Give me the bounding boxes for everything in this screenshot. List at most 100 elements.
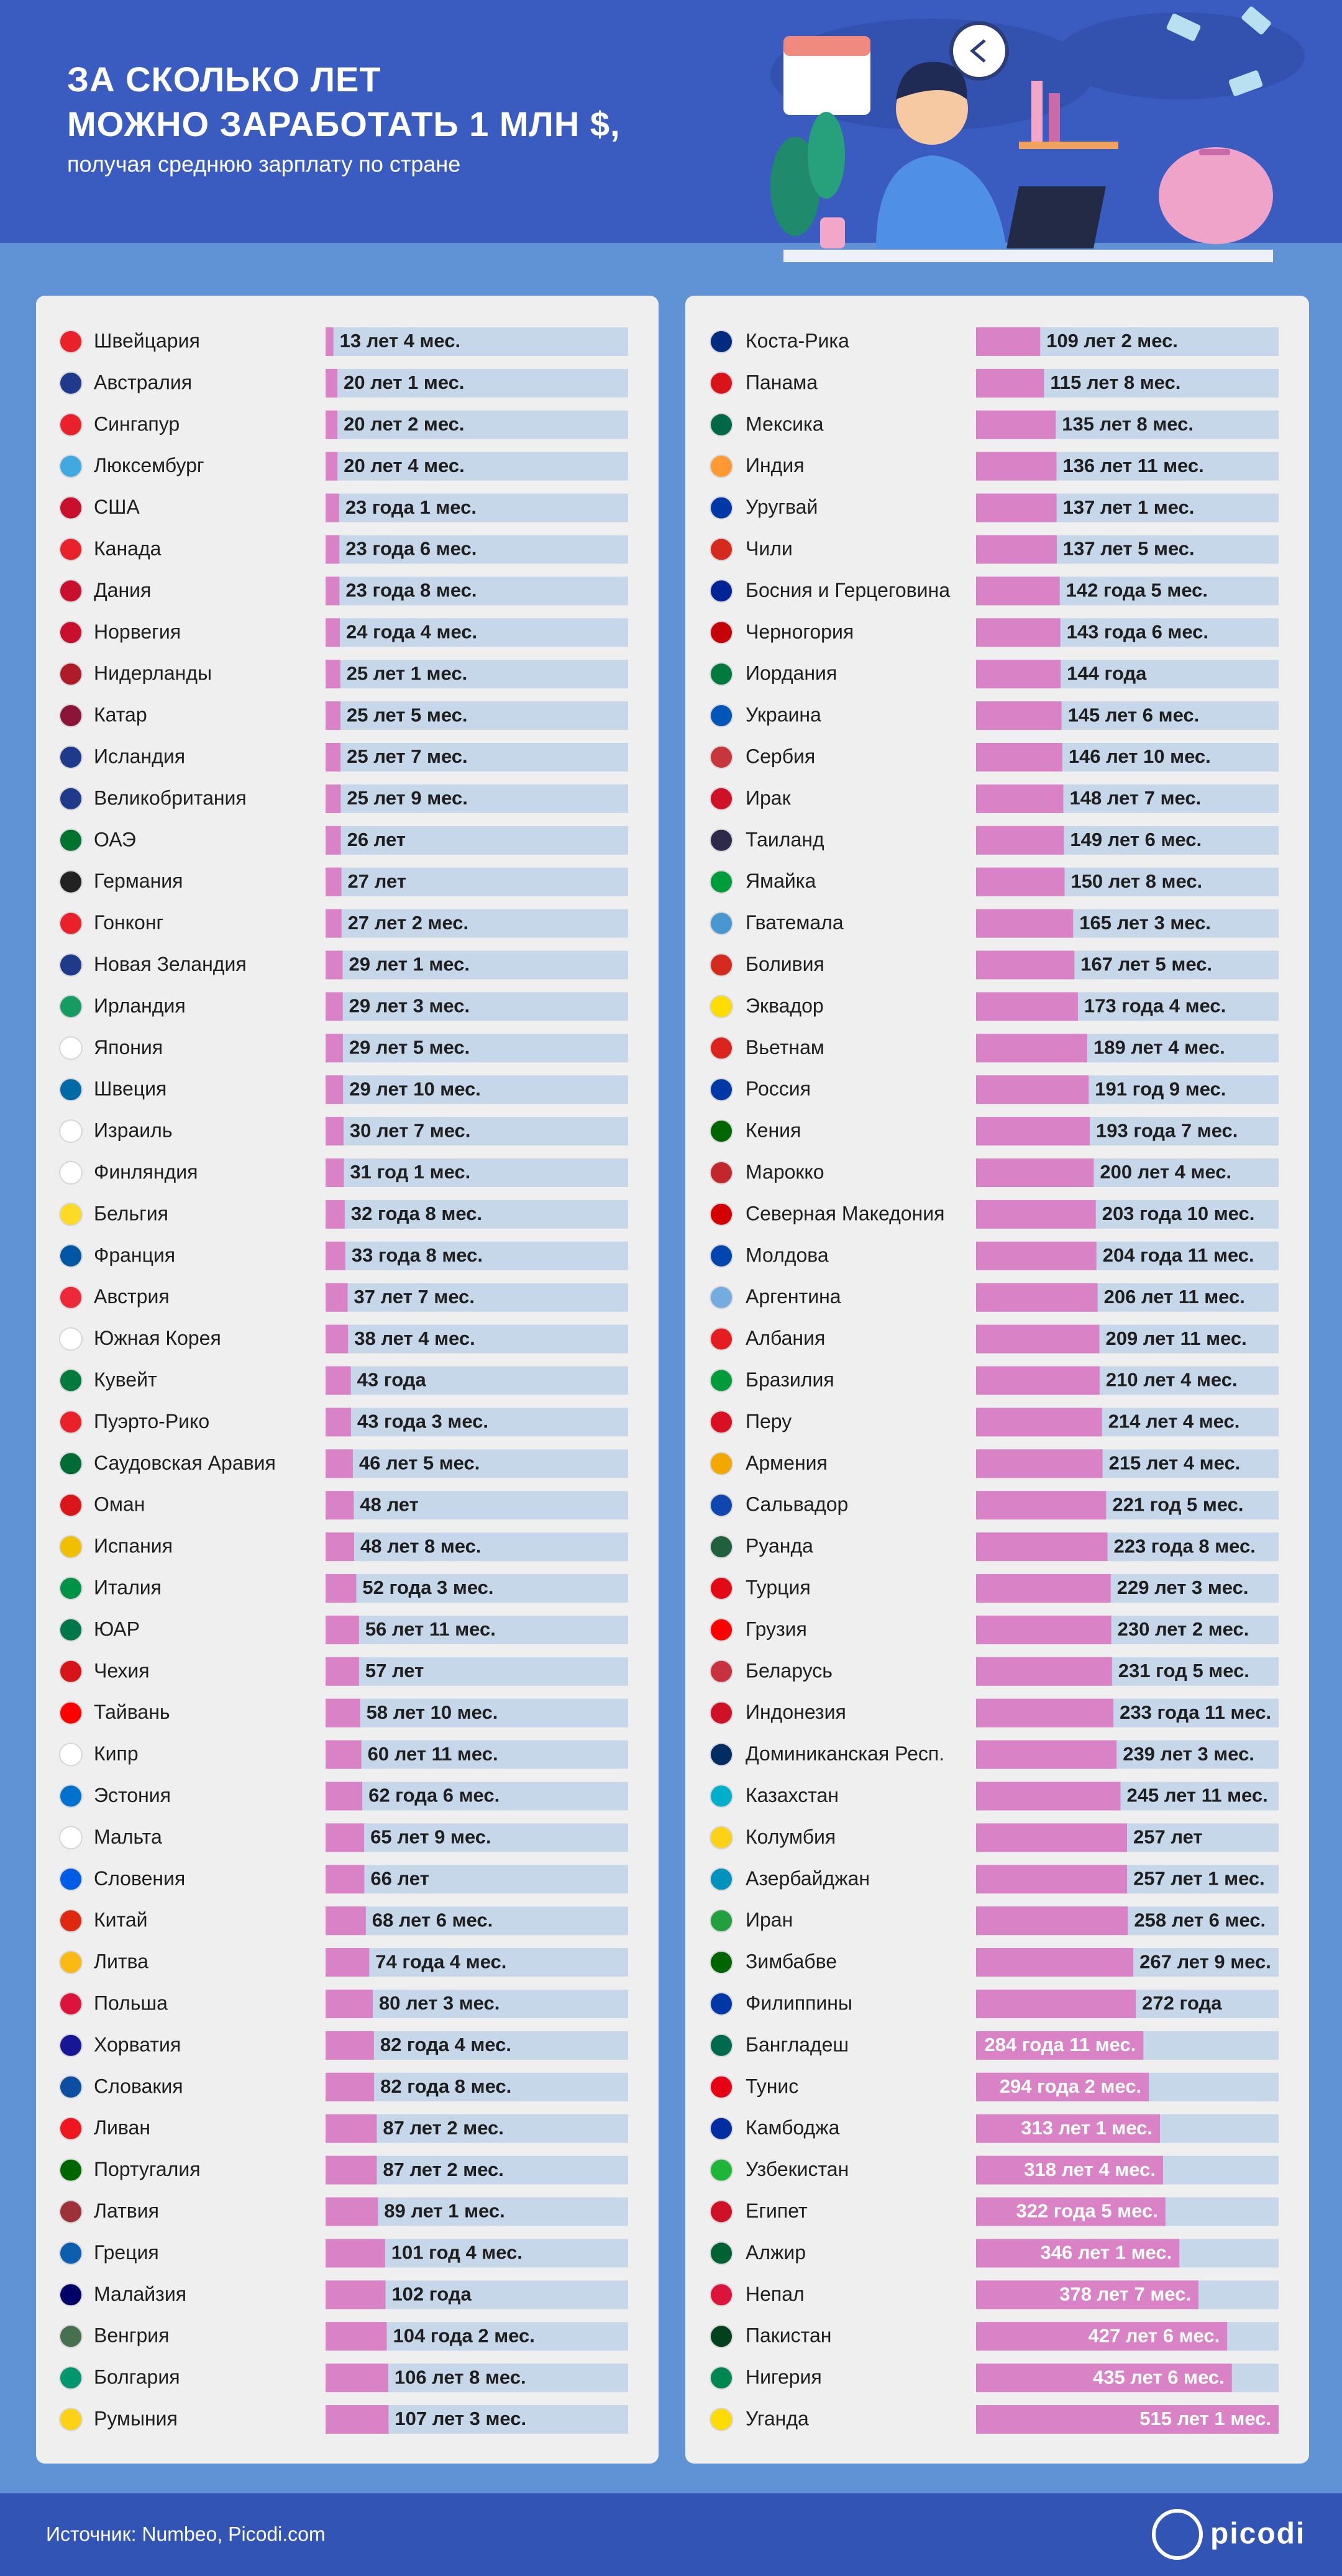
bar xyxy=(976,867,1065,896)
country-name: Перу xyxy=(746,1410,792,1432)
bar xyxy=(326,2239,385,2268)
flag xyxy=(710,911,733,935)
country-name: Исландия xyxy=(94,745,185,767)
flag xyxy=(59,1078,83,1102)
country-name: Южная Корея xyxy=(94,1327,221,1349)
flag xyxy=(59,2033,83,2057)
clock-hand xyxy=(970,39,986,63)
country-name: Боливия xyxy=(746,953,824,975)
banknote xyxy=(1241,6,1271,35)
flag xyxy=(59,1202,83,1226)
bar xyxy=(976,1199,1096,1229)
value-label: 221 год 5 мес. xyxy=(1112,1493,1243,1515)
value-label: 48 лет xyxy=(360,1493,418,1515)
bar xyxy=(976,535,1057,564)
value-label: 135 лет 8 мес. xyxy=(1062,413,1194,435)
country-name: Дания xyxy=(94,579,151,601)
value-label: 52 года 3 мес. xyxy=(362,1577,493,1598)
flag xyxy=(710,2158,733,2182)
country-name: Сербия xyxy=(746,745,815,767)
value-label: 23 года 6 мес. xyxy=(345,538,477,560)
flag xyxy=(59,1992,83,2016)
flag xyxy=(59,870,83,894)
value-label: 106 лет 8 мес. xyxy=(395,2366,526,2388)
bar xyxy=(326,743,341,771)
country-name: Германия xyxy=(94,870,183,892)
flag xyxy=(59,1784,83,1808)
flag xyxy=(710,537,733,562)
bar xyxy=(326,1158,344,1187)
value-label: 427 лет 6 мес. xyxy=(1088,2324,1220,2346)
flag xyxy=(59,371,83,395)
bar xyxy=(976,1034,1088,1063)
bar xyxy=(976,1283,1098,1312)
bar xyxy=(976,493,1057,522)
bar-track xyxy=(326,1615,628,1644)
flag xyxy=(710,1493,733,1518)
bar xyxy=(326,1449,353,1478)
bar xyxy=(326,1283,348,1312)
value-label: 20 лет 4 мес. xyxy=(344,455,464,476)
bar xyxy=(976,1574,1111,1603)
country-name: Албания xyxy=(746,1327,825,1349)
bar xyxy=(976,1532,1108,1562)
flag xyxy=(59,537,83,562)
country-name: Бразилия xyxy=(746,1368,834,1391)
bar-track xyxy=(326,743,628,771)
country-name: ОАЭ xyxy=(94,828,136,850)
bar xyxy=(976,743,1062,771)
value-label: 74 года 4 мес. xyxy=(375,1950,506,1972)
country-name: Литва xyxy=(94,1950,148,1973)
bar xyxy=(326,784,341,813)
country-name: Нидерланды xyxy=(94,662,212,685)
value-label: 322 года 5 мес. xyxy=(1016,2200,1157,2222)
value-label: 229 лет 3 мес. xyxy=(1117,1577,1249,1598)
country-name: Непал xyxy=(746,2283,805,2305)
bar xyxy=(326,1324,349,1354)
country-name: Узбекистан xyxy=(746,2158,849,2180)
bar xyxy=(326,1241,345,1270)
value-label: 145 лет 6 мес. xyxy=(1068,704,1200,726)
country-name: Нигерия xyxy=(746,2366,822,2388)
bar xyxy=(976,1906,1128,1936)
flag xyxy=(59,745,83,769)
value-label: 115 лет 8 мес. xyxy=(1050,371,1180,393)
value-label: 214 лет 4 мес. xyxy=(1108,1411,1240,1432)
bar xyxy=(326,2072,375,2101)
country-name: Кипр xyxy=(94,1742,139,1765)
bar xyxy=(326,1117,344,1146)
country-name: Бельгия xyxy=(94,1202,168,1224)
value-label: 231 год 5 мес. xyxy=(1118,1660,1249,1682)
bar xyxy=(976,1865,1128,1894)
person-hair xyxy=(896,61,967,99)
country-name: Португалия xyxy=(94,2158,201,2180)
flag xyxy=(710,1950,733,1975)
flag xyxy=(59,1036,83,1060)
value-label: 27 лет 2 мес. xyxy=(348,912,468,934)
flag xyxy=(710,1452,733,1476)
value-label: 101 год 4 мес. xyxy=(391,2242,523,2264)
value-label: 245 лет 11 мес. xyxy=(1127,1785,1268,1806)
bar xyxy=(326,1990,373,2018)
country-name: Оман xyxy=(94,1493,145,1516)
flag xyxy=(710,1327,733,1351)
flag xyxy=(710,1535,733,1559)
country-name: Аргентина xyxy=(746,1285,841,1308)
bar-track xyxy=(326,784,628,813)
value-label: 25 лет 5 мес. xyxy=(347,704,467,726)
bar xyxy=(976,1408,1102,1437)
value-label: 46 лет 5 мес. xyxy=(359,1452,480,1473)
country-name: Руанда xyxy=(746,1535,813,1557)
bar xyxy=(326,327,334,356)
value-label: 38 лет 4 мес. xyxy=(354,1327,475,1349)
value-label: 26 лет xyxy=(347,829,406,850)
flag xyxy=(710,1577,733,1600)
flag xyxy=(710,1161,733,1185)
flag xyxy=(710,786,733,811)
flag xyxy=(710,953,733,977)
value-label: 29 лет 1 мес. xyxy=(349,953,469,975)
bar-track xyxy=(326,1823,628,1852)
flag xyxy=(710,412,733,437)
value-label: 65 лет 9 мес. xyxy=(370,1826,491,1848)
